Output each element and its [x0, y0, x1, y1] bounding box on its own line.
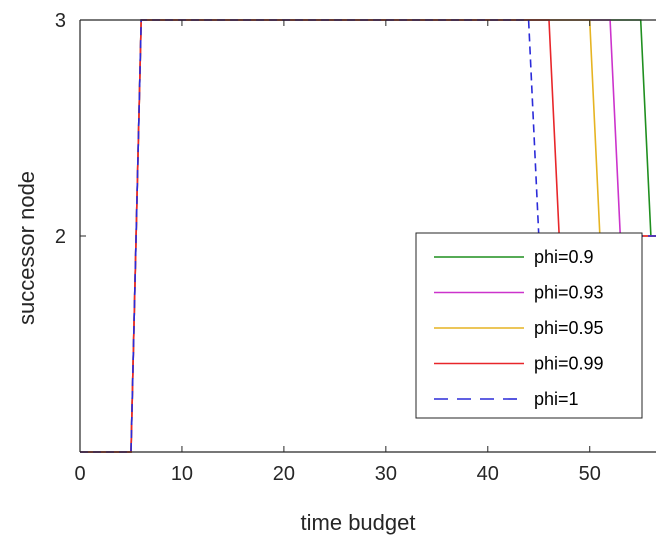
- legend: phi=0.9 phi=0.93 phi=0.95 phi=0.99 phi=1: [415, 232, 643, 419]
- y-axis-label: successor node: [14, 171, 39, 325]
- legend-label: phi=0.93: [534, 283, 604, 303]
- legend-box: [415, 232, 643, 419]
- legend-label: phi=0.95: [534, 318, 604, 338]
- y-tick-label: 2: [55, 226, 66, 248]
- legend-label: phi=0.99: [534, 354, 604, 374]
- x-tick-label: 0: [74, 463, 85, 485]
- x-tick-label: 20: [273, 463, 295, 485]
- x-tick-label: 40: [477, 463, 499, 485]
- legend-label: phi=0.9: [534, 247, 594, 267]
- legend-label: phi=1: [534, 389, 579, 409]
- x-tick-label: 50: [579, 463, 601, 485]
- y-tick-label: 3: [55, 10, 66, 32]
- x-tick-label: 30: [375, 463, 397, 485]
- x-axis-label: time budget: [301, 510, 416, 535]
- tick-labels: 0 10 20 30 40 50 2 3: [55, 10, 601, 485]
- x-tick-label: 10: [171, 463, 193, 485]
- axes: [79, 19, 656, 453]
